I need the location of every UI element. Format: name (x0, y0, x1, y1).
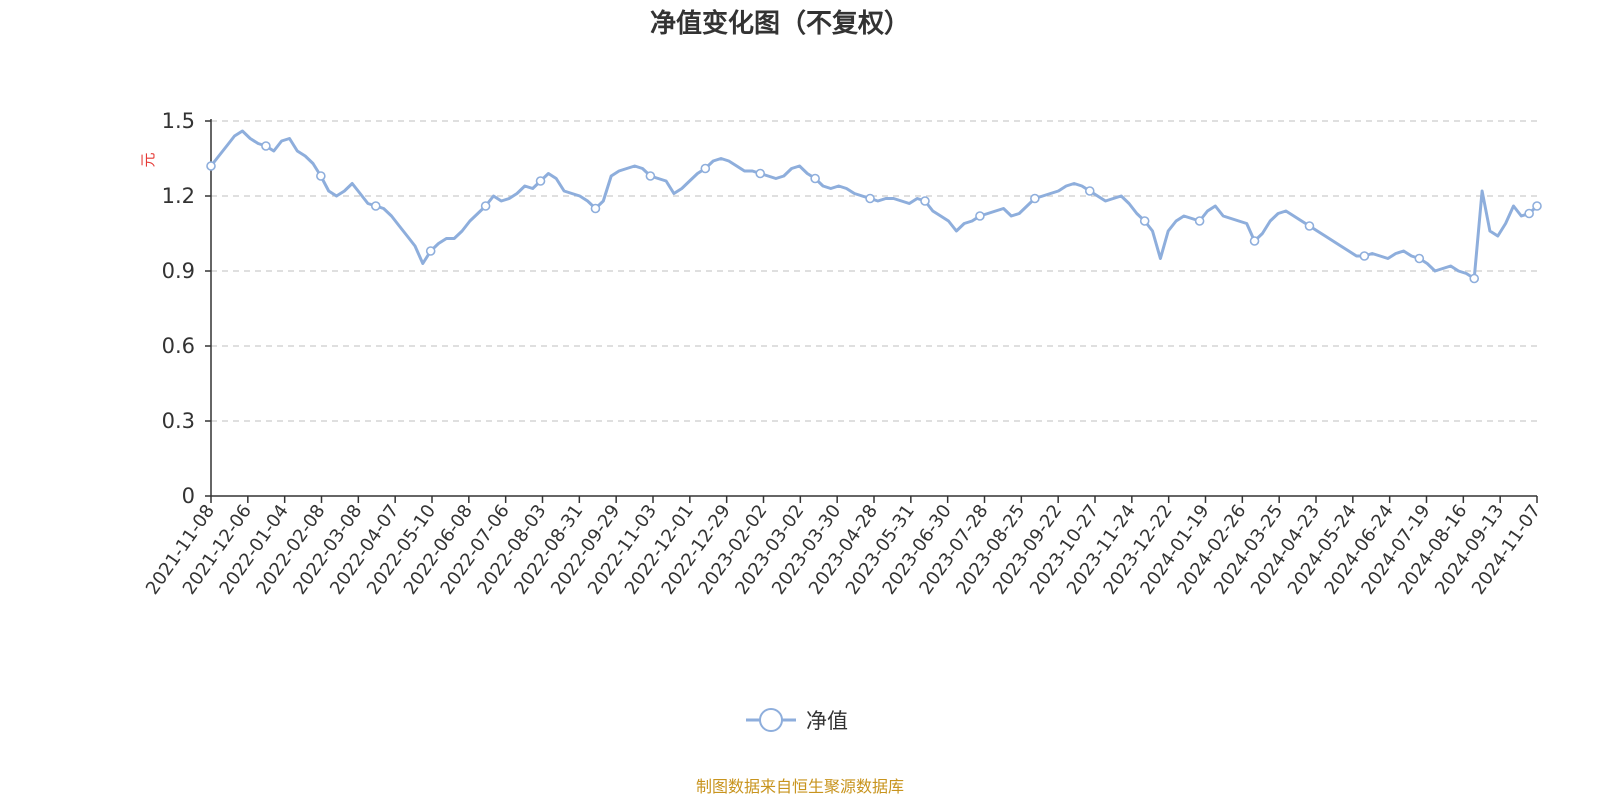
series-net-value (206, 129, 1542, 284)
axes (210, 119, 1537, 497)
data-point[interactable] (810, 173, 820, 184)
y-tick-label: 1.2 (162, 184, 195, 208)
data-point[interactable] (645, 171, 656, 181)
y-tick-label: 0 (182, 484, 195, 508)
data-point[interactable] (865, 193, 875, 204)
y-tick-label: 1.5 (162, 109, 195, 133)
data-point[interactable] (1249, 236, 1260, 246)
data-point[interactable] (920, 196, 930, 206)
data-point[interactable] (975, 211, 985, 221)
data-point[interactable] (1194, 216, 1205, 226)
data-point[interactable] (1030, 193, 1040, 204)
series-line-net-value (209, 129, 1539, 280)
data-source-note: 制图数据来自恒生聚源数据库 (696, 777, 904, 796)
data-point[interactable] (700, 163, 711, 174)
chart-title: 净值变化图（不复权） (650, 8, 910, 39)
data-point[interactable] (425, 246, 436, 256)
data-point[interactable] (755, 168, 766, 179)
x-axis-ticks: 2021-11-082021-12-062022-01-042022-02-08… (142, 496, 1545, 599)
data-point[interactable] (370, 201, 381, 211)
y-tick-label: 0.3 (162, 409, 195, 433)
grid-lines (211, 120, 1537, 422)
data-point[interactable] (590, 203, 601, 214)
data-point[interactable] (206, 161, 216, 171)
legend-label: 净值 (806, 709, 848, 733)
data-point[interactable] (1084, 186, 1095, 196)
legend[interactable]: 净值 (746, 708, 848, 733)
data-point[interactable] (480, 201, 491, 211)
y-tick-label: 0.9 (162, 259, 195, 283)
data-point[interactable] (1469, 273, 1480, 284)
data-point[interactable] (1304, 221, 1315, 231)
data-point[interactable] (1139, 216, 1150, 226)
data-point[interactable] (535, 176, 546, 186)
data-point[interactable] (1359, 251, 1370, 261)
y-axis-ticks: 0 0.3 0.6 0.9 1.2 1.5 (162, 109, 211, 508)
data-point[interactable] (261, 141, 271, 151)
y-tick-label: 0.6 (162, 334, 195, 358)
data-point[interactable] (316, 171, 326, 181)
data-point[interactable] (1414, 253, 1425, 264)
y-axis-unit-label: 元 (139, 152, 157, 167)
data-point[interactable] (1532, 201, 1542, 211)
legend-marker-icon (759, 708, 783, 732)
data-point[interactable] (1524, 208, 1534, 219)
